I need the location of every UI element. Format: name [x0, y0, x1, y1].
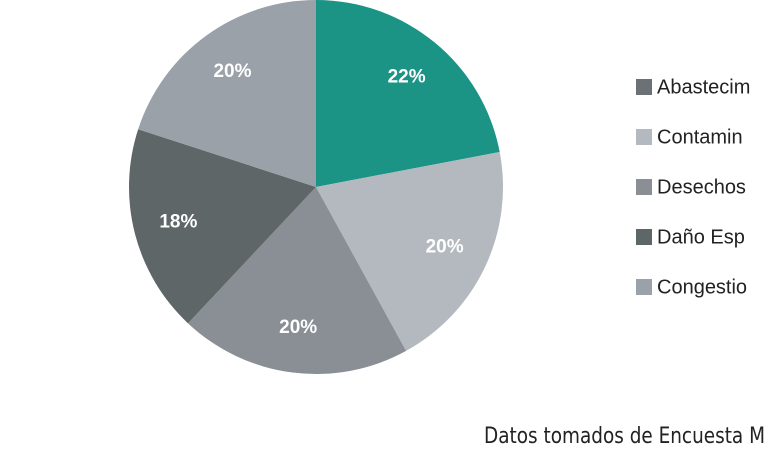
legend-swatch — [636, 129, 652, 145]
data-label: 22% — [388, 67, 426, 88]
pie-slice — [138, 0, 316, 187]
legend-swatch — [636, 179, 652, 195]
pie-slice — [129, 129, 316, 324]
legend-label: Desechos — [657, 176, 746, 198]
legend-swatch — [636, 229, 652, 245]
legend-label: Congestio — [657, 276, 747, 298]
data-label: 20% — [426, 237, 464, 258]
data-label: 20% — [279, 317, 317, 338]
data-label: 18% — [159, 211, 197, 232]
data-label: 20% — [213, 61, 251, 82]
legend-label: Contamin — [657, 126, 743, 148]
pie-slice — [316, 0, 500, 187]
pie-slice — [316, 151, 503, 351]
legend-label: Abastecim — [657, 76, 750, 98]
legend-swatch — [636, 79, 652, 95]
legend-label: Daño Esp — [657, 226, 745, 248]
source-note: Datos tomados de Encuesta M — [484, 424, 765, 449]
legend-swatch — [636, 279, 652, 295]
pie-slice — [187, 187, 407, 374]
